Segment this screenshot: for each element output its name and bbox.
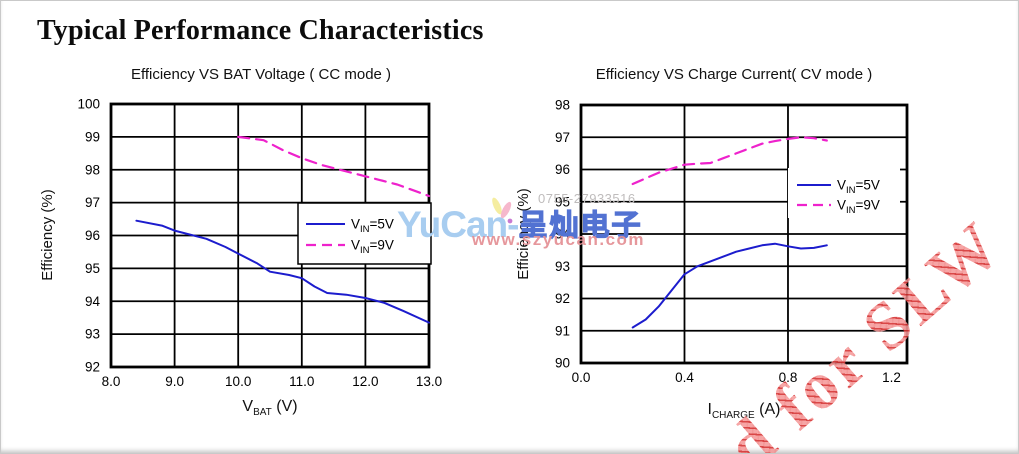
- svg-text:95: 95: [85, 261, 100, 276]
- svg-text:99: 99: [85, 129, 100, 144]
- svg-text:1.2: 1.2: [882, 370, 901, 385]
- svg-text:95: 95: [555, 194, 570, 209]
- svg-text:97: 97: [85, 195, 100, 210]
- svg-text:0.0: 0.0: [572, 370, 591, 385]
- svg-text:92: 92: [555, 291, 570, 306]
- svg-text:9.0: 9.0: [165, 374, 184, 389]
- chart-title: Efficiency VS BAT Voltage ( CC mode ): [130, 66, 392, 83]
- x-axis-unit: (V): [271, 398, 298, 415]
- svg-text:94: 94: [85, 294, 101, 309]
- svg-text:100: 100: [77, 97, 100, 112]
- x-axis-unit: (A): [754, 401, 781, 418]
- svg-text:VIN=5V: VIN=5V: [837, 178, 880, 197]
- svg-text:96: 96: [555, 162, 570, 177]
- svg-text:13.0: 13.0: [416, 374, 442, 389]
- svg-text:92: 92: [85, 360, 100, 375]
- y-axis-title: Efficiency (%): [39, 189, 56, 281]
- svg-text:10.0: 10.0: [225, 374, 251, 389]
- svg-text:91: 91: [555, 323, 570, 338]
- svg-text:0.4: 0.4: [675, 370, 694, 385]
- svg-text:VIN=9V: VIN=9V: [351, 238, 394, 257]
- svg-text:8.0: 8.0: [102, 374, 121, 389]
- efficiency-vs-bat-voltage-chart: VIN=5V VIN=9V 92 93 94 95 96 97 98 99 100 8.0 9.0 10.…: [1, 56, 491, 446]
- svg-text:97: 97: [555, 130, 570, 145]
- svg-text:98: 98: [85, 162, 100, 177]
- efficiency-vs-charge-current-chart: VIN=5V VIN=9V 90 91 92 93 94 95 96 97 98 0.0 0.4 0.8 1…: [491, 56, 1018, 446]
- svg-text:98: 98: [555, 98, 570, 113]
- svg-text:94: 94: [555, 227, 571, 242]
- x-axis-title: ICHARGE (A): [581, 401, 907, 421]
- efficiency-vs-bat-voltage-plot: VIN=5V VIN=9V 92 93 94 95 96 97 98 99 100 8.0 9.0 10.…: [77, 97, 442, 390]
- x-axis-subscript: CHARGE: [711, 410, 755, 422]
- svg-text:93: 93: [85, 327, 100, 342]
- svg-text:VIN=5V: VIN=5V: [351, 217, 394, 236]
- svg-text:93: 93: [555, 259, 570, 274]
- svg-text:96: 96: [85, 228, 100, 243]
- svg-text:90: 90: [555, 356, 570, 371]
- svg-text:12.0: 12.0: [352, 374, 378, 389]
- chart-title: Efficiency VS Charge Current( CV mode ): [595, 66, 873, 83]
- page-title: Typical Performance Characteristics: [37, 15, 484, 46]
- x-axis-symbol: V: [242, 398, 254, 415]
- x-axis-subscript: BAT: [253, 407, 272, 419]
- x-axis-title: VBAT (V): [111, 398, 429, 418]
- svg-text:0.8: 0.8: [779, 370, 798, 385]
- y-axis-title: Efficiency (%): [515, 188, 532, 280]
- sparkle-flower-icon: [492, 197, 513, 224]
- svg-text:11.0: 11.0: [289, 374, 314, 389]
